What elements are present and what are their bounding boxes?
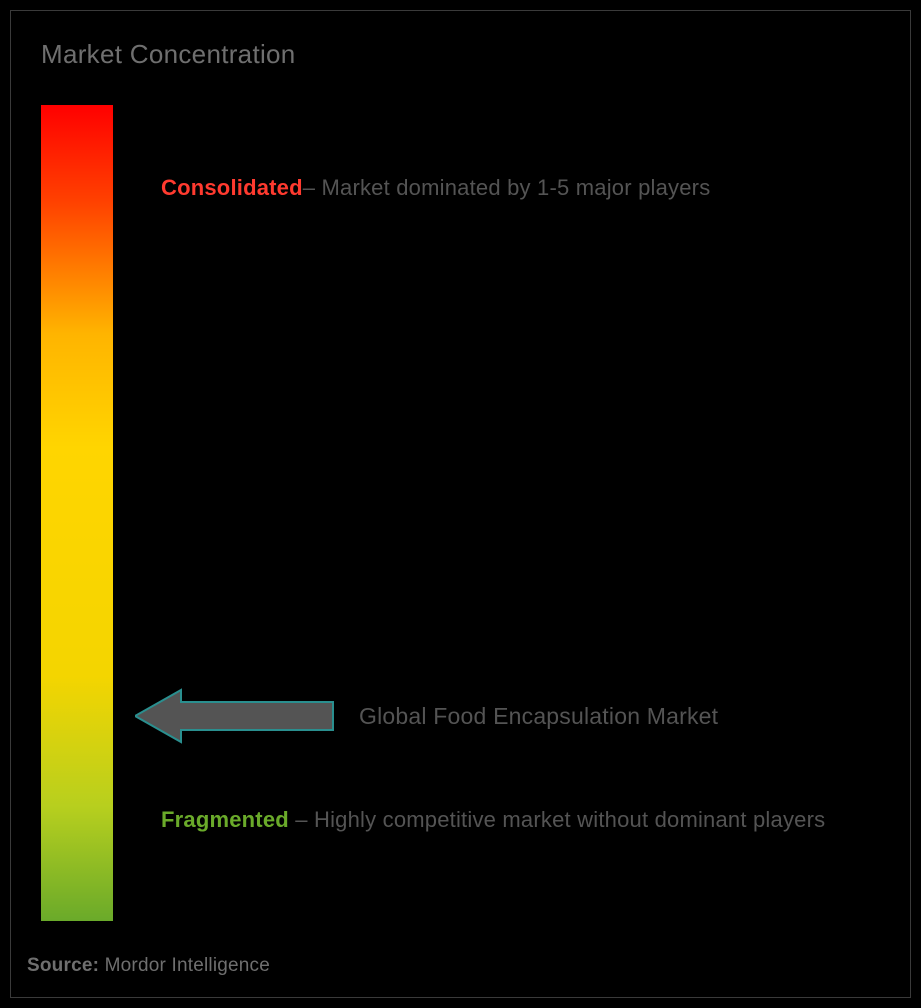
consolidated-keyword: Consolidated [161,175,303,200]
fragmented-description: Fragmented – Highly competitive market w… [161,803,870,837]
consolidated-text: – Market dominated by 1-5 major players [303,175,711,200]
consolidated-description: Consolidated– Market dominated by 1-5 ma… [161,171,870,205]
fragmented-keyword: Fragmented [161,807,289,832]
concentration-gradient-bar [41,105,113,921]
source-label: Source: [27,955,99,976]
marker-arrow-icon [135,687,335,745]
fragmented-text: – Highly competitive market without domi… [289,807,825,832]
marker-label: Global Food Encapsulation Market [359,703,718,730]
source-value: Mordor Intelligence [99,955,270,976]
source-line: Source: Mordor Intelligence [27,955,270,977]
chart-frame: Market Concentration Consolidated– Marke… [10,10,911,998]
marker-arrow-wrap [135,687,335,745]
chart-title: Market Concentration [41,39,296,70]
